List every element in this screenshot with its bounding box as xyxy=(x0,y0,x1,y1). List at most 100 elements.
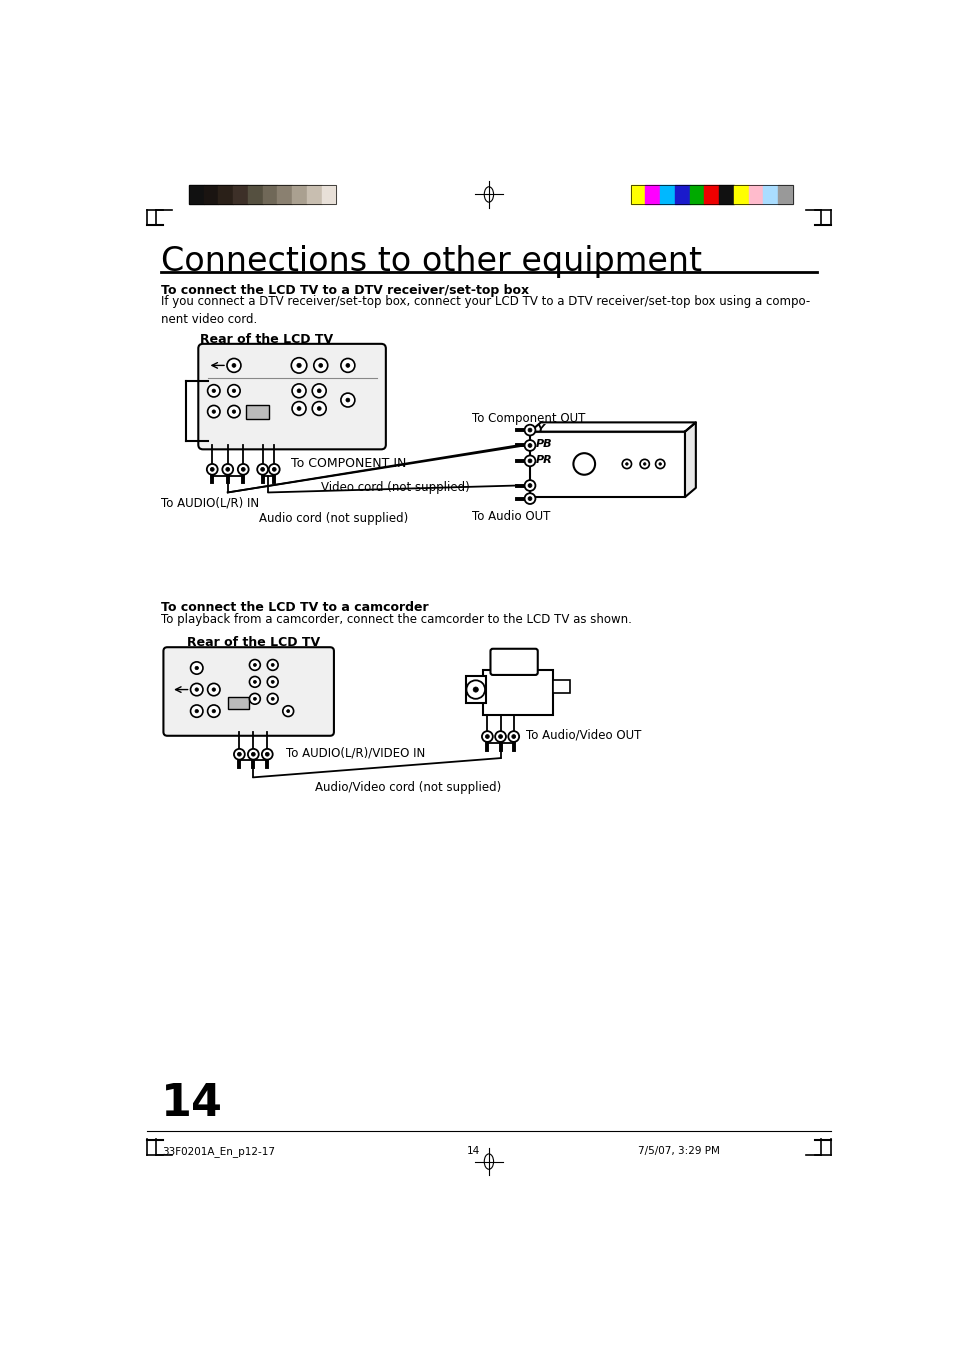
Bar xyxy=(645,185,659,204)
Bar xyxy=(483,670,553,715)
Circle shape xyxy=(232,409,235,413)
Text: 7/5/07, 3:29 PM: 7/5/07, 3:29 PM xyxy=(638,1146,720,1156)
Circle shape xyxy=(212,389,215,393)
Circle shape xyxy=(625,462,627,465)
Circle shape xyxy=(524,440,535,451)
Circle shape xyxy=(226,467,230,471)
Bar xyxy=(733,185,748,204)
Circle shape xyxy=(528,459,532,463)
Bar xyxy=(292,185,307,204)
Circle shape xyxy=(621,459,631,469)
Circle shape xyxy=(212,709,215,713)
Circle shape xyxy=(241,467,245,471)
Circle shape xyxy=(528,443,532,447)
Circle shape xyxy=(495,731,505,742)
Bar xyxy=(307,185,321,204)
Circle shape xyxy=(233,748,245,759)
Text: Y: Y xyxy=(536,424,543,434)
Circle shape xyxy=(524,493,535,504)
Text: Audio/Video cord (not supplied): Audio/Video cord (not supplied) xyxy=(314,781,500,794)
Bar xyxy=(189,185,335,204)
Circle shape xyxy=(267,677,278,688)
Circle shape xyxy=(253,697,256,700)
Bar xyxy=(689,185,703,204)
Circle shape xyxy=(346,363,350,367)
Circle shape xyxy=(237,463,249,474)
Bar xyxy=(530,431,684,497)
Polygon shape xyxy=(684,423,695,497)
Circle shape xyxy=(265,753,269,757)
Text: To playback from a camcorder, connect the camcorder to the LCD TV as shown.: To playback from a camcorder, connect th… xyxy=(161,612,631,626)
Circle shape xyxy=(249,677,260,688)
Text: To AUDIO(L/R) IN: To AUDIO(L/R) IN xyxy=(161,496,259,509)
Circle shape xyxy=(481,731,493,742)
Circle shape xyxy=(257,463,268,474)
Bar xyxy=(245,405,269,419)
Bar xyxy=(321,185,335,204)
Circle shape xyxy=(253,663,256,666)
Circle shape xyxy=(318,363,322,367)
Circle shape xyxy=(237,753,241,757)
Bar xyxy=(233,185,248,204)
Text: If you connect a DTV receiver/set-top box, connect your LCD TV to a DTV receiver: If you connect a DTV receiver/set-top bo… xyxy=(161,296,809,327)
Text: Video cord (not supplied): Video cord (not supplied) xyxy=(320,481,469,494)
Circle shape xyxy=(208,684,220,696)
Circle shape xyxy=(208,705,220,717)
Circle shape xyxy=(512,735,515,739)
Bar xyxy=(630,185,645,204)
Circle shape xyxy=(296,389,301,393)
Circle shape xyxy=(248,748,258,759)
Bar xyxy=(719,185,733,204)
Circle shape xyxy=(228,405,240,417)
FancyBboxPatch shape xyxy=(490,648,537,676)
Bar xyxy=(228,697,249,709)
Text: To AUDIO(L/R)/VIDEO IN: To AUDIO(L/R)/VIDEO IN xyxy=(286,747,425,759)
Circle shape xyxy=(232,363,235,367)
Bar xyxy=(248,185,262,204)
Circle shape xyxy=(312,384,326,397)
Circle shape xyxy=(485,735,489,739)
Circle shape xyxy=(314,358,328,373)
Circle shape xyxy=(208,385,220,397)
Circle shape xyxy=(528,497,532,500)
Circle shape xyxy=(253,681,256,684)
Bar xyxy=(630,185,792,204)
Circle shape xyxy=(296,407,301,411)
Bar xyxy=(204,185,218,204)
Bar xyxy=(762,185,778,204)
FancyBboxPatch shape xyxy=(163,647,334,736)
Text: PR: PR xyxy=(536,455,553,465)
Circle shape xyxy=(292,384,306,397)
Circle shape xyxy=(267,693,278,704)
Bar xyxy=(189,185,204,204)
Circle shape xyxy=(524,480,535,490)
Circle shape xyxy=(194,666,198,670)
Circle shape xyxy=(228,385,240,397)
Text: To connect the LCD TV to a DTV receiver/set-top box: To connect the LCD TV to a DTV receiver/… xyxy=(161,284,529,297)
Text: 33F0201A_En_p12-17: 33F0201A_En_p12-17 xyxy=(162,1146,274,1156)
Text: PB: PB xyxy=(536,439,552,450)
Circle shape xyxy=(473,686,477,692)
Text: Connections to other equipment: Connections to other equipment xyxy=(161,246,701,278)
Circle shape xyxy=(267,659,278,670)
Circle shape xyxy=(271,681,274,684)
Circle shape xyxy=(573,453,595,474)
Circle shape xyxy=(208,405,220,417)
Circle shape xyxy=(528,428,532,432)
Text: Rear of the LCD TV: Rear of the LCD TV xyxy=(199,334,333,346)
Circle shape xyxy=(287,709,290,712)
Circle shape xyxy=(260,467,264,471)
Bar xyxy=(659,185,674,204)
Text: To Audio/Video OUT: To Audio/Video OUT xyxy=(525,728,640,742)
Polygon shape xyxy=(530,423,695,431)
Circle shape xyxy=(191,705,203,717)
Circle shape xyxy=(659,462,660,465)
Circle shape xyxy=(312,401,326,416)
Circle shape xyxy=(269,463,279,474)
Text: To connect the LCD TV to a camcorder: To connect the LCD TV to a camcorder xyxy=(161,601,428,613)
Circle shape xyxy=(291,358,307,373)
Circle shape xyxy=(508,731,518,742)
Circle shape xyxy=(271,697,274,700)
Bar xyxy=(262,185,277,204)
Circle shape xyxy=(524,424,535,435)
